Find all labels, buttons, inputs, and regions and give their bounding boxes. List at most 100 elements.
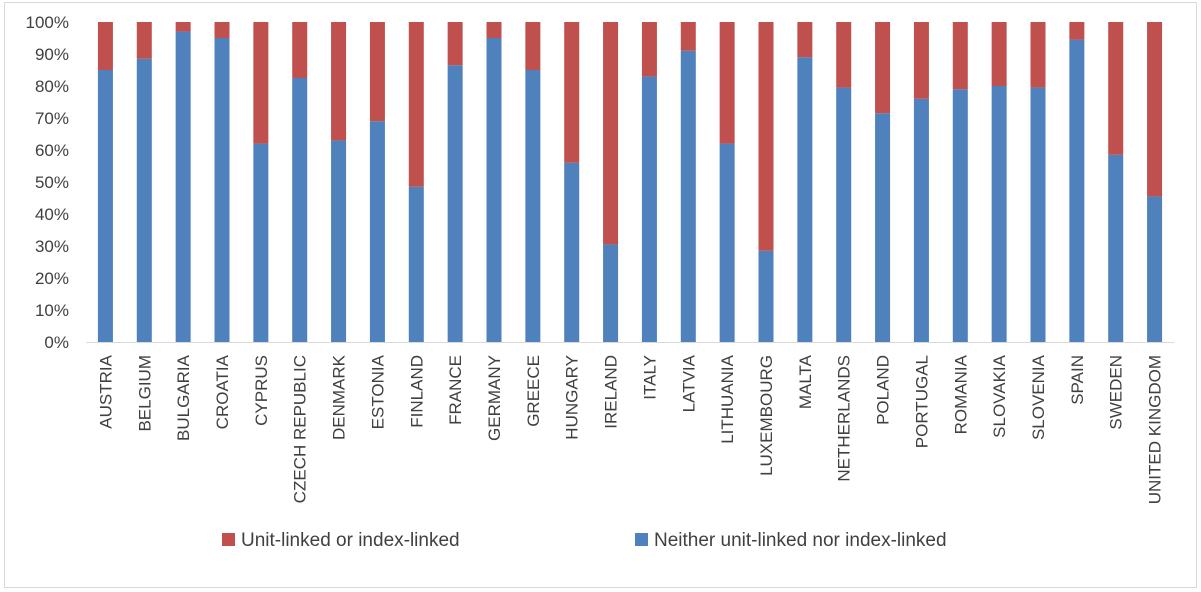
legend-swatch-unit-linked [222,533,235,546]
bar-unit-linked [680,22,696,51]
bar-unit-linked [1108,22,1124,155]
bar-unit-linked [797,22,813,58]
x-tick-label: AUSTRIA [96,354,115,428]
bar-neither-linked [292,78,308,342]
x-tick-label: SWEDEN [1107,355,1126,430]
bar-neither-linked [486,38,502,342]
bar-unit-linked [913,22,929,99]
x-tick-label: DENMARK [330,354,349,440]
bar-neither-linked [136,58,152,343]
bar-unit-linked [641,22,657,77]
x-tick-label: CYPRUS [252,355,271,426]
x-tick-label: LUXEMBOURG [757,355,776,476]
x-tick-label: HUNGARY [563,355,582,440]
bar-neither-linked [408,186,424,342]
y-tick-label: 30% [35,237,69,256]
y-tick-label: 60% [35,141,69,160]
bar-neither-linked [641,76,657,343]
x-tick-label: MALTA [796,354,815,409]
bar-unit-linked [447,22,463,66]
bar-unit-linked [292,22,308,78]
y-tick-label: 10% [35,301,69,320]
bar-neither-linked [253,143,269,342]
x-tick-label: FRANCE [446,355,465,425]
bar-unit-linked [97,22,113,70]
bar-neither-linked [1069,39,1085,342]
bar-unit-linked [486,22,502,38]
y-axis: 0% 10% 20% 30% 40% 50% 60% 70% 80% 90% 100% [26,13,69,352]
bar-unit-linked [369,22,385,122]
bar-neither-linked [331,140,347,342]
bar-unit-linked [836,22,852,88]
bar-unit-linked [991,22,1007,86]
x-tick-label: IRELAND [602,355,621,429]
bar-unit-linked [175,22,191,32]
bar-neither-linked [913,98,929,342]
x-axis: AUSTRIA BELGIUM BULGARIA CROATIA CYPRUS CZECH… [86,342,1174,504]
bar-unit-linked [214,22,230,38]
bar-unit-linked [408,22,424,187]
bar-neither-linked [564,162,580,342]
bar-unit-linked [1147,22,1163,197]
bar-neither-linked [952,89,968,342]
bar-neither-linked [991,86,1007,342]
bar-unit-linked [758,22,774,251]
x-tick-label: FINLAND [407,355,426,428]
bar-unit-linked [719,22,735,144]
x-tick-label: POLAND [874,355,893,425]
bar-neither-linked [797,57,813,342]
x-tick-label: BULGARIA [174,354,193,441]
bar-neither-linked [603,244,619,342]
bar-unit-linked [253,22,269,144]
x-tick-label: CROATIA [213,354,232,429]
x-tick-label: SPAIN [1068,355,1087,405]
x-tick-label: SLOVAKIA [990,354,1009,437]
y-tick-label: 50% [35,173,69,192]
bar-unit-linked [331,22,347,141]
legend-label-neither: Neither unit-linked nor index-linked [654,530,947,551]
bar-neither-linked [175,31,191,342]
bar-neither-linked [875,113,891,342]
bar-neither-linked [1147,196,1163,342]
bar-neither-linked [447,65,463,342]
bar-unit-linked [603,22,619,245]
y-tick-label: 40% [35,205,69,224]
bar-unit-linked [1069,22,1085,40]
x-tick-label: ROMANIA [951,354,970,434]
legend-label-unit-linked: Unit-linked or index-linked [241,530,460,551]
bar-unit-linked [952,22,968,90]
x-tick-label: NETHERLANDS [835,355,854,482]
x-tick-label: LATVIA [679,354,698,412]
bar-unit-linked [564,22,580,163]
legend: Unit-linked or index-linked Neither unit… [222,530,947,551]
x-tick-label: PORTUGAL [912,355,931,448]
bar-neither-linked [758,250,774,342]
x-tick-label: BELGIUM [135,355,154,432]
bar-neither-linked [525,70,541,342]
bar-neither-linked [1030,87,1046,342]
bar-neither-linked [836,87,852,342]
bar-neither-linked [214,38,230,342]
x-tick-label: SLOVENIA [1029,354,1048,440]
x-tick-label: LITHUANIA [718,354,737,443]
y-tick-label: 20% [35,269,69,288]
bar-neither-linked [369,121,385,342]
bar-neither-linked [1108,154,1124,342]
x-tick-label: ESTONIA [368,354,387,429]
x-tick-label: GERMANY [485,355,504,441]
bar-neither-linked [97,70,113,342]
x-tick-label: ITALY [640,355,659,400]
legend-swatch-neither [635,533,648,546]
bar-unit-linked [525,22,541,70]
bar-unit-linked [875,22,891,114]
bar-unit-linked [1030,22,1046,88]
y-tick-label: 80% [35,77,69,96]
bars [97,22,1163,343]
x-tick-label: CZECH REPUBLIC [291,355,310,503]
bar-neither-linked [680,50,696,343]
y-tick-label: 90% [35,45,69,64]
x-tick-label: GREECE [524,355,543,427]
y-tick-label: 0% [44,333,69,352]
y-tick-label: 70% [35,109,69,128]
